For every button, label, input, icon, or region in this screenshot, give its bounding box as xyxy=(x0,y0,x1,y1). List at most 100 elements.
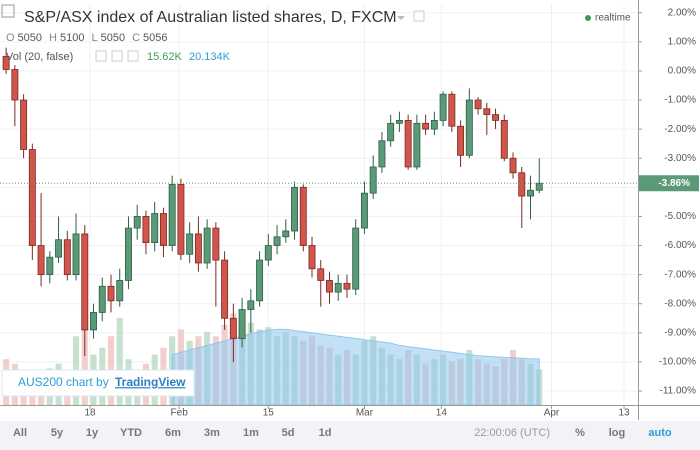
scale-button[interactable]: auto xyxy=(648,427,672,439)
range-button[interactable]: YTD xyxy=(120,427,142,439)
candle-body xyxy=(465,99,473,156)
candle-body xyxy=(221,259,229,319)
collapse-icon[interactable] xyxy=(1,4,15,18)
candle-body xyxy=(439,93,447,121)
chart-title: S&P/ASX index of Australian listed share… xyxy=(24,9,397,26)
y-tick-label: 0.00% xyxy=(668,66,696,77)
candle-body xyxy=(238,309,246,340)
axes: 2.00%1.00%0.00%-1.00%-2.00%-3.00%-4.00%-… xyxy=(84,7,699,419)
candle-body xyxy=(63,239,71,276)
candle-body xyxy=(527,189,534,197)
candle-body xyxy=(387,122,395,142)
candles xyxy=(0,47,638,362)
settings-icon[interactable] xyxy=(413,10,425,22)
icon[interactable] xyxy=(95,50,107,62)
icon[interactable] xyxy=(111,50,123,62)
candle-body xyxy=(264,245,272,261)
realtime: realtime xyxy=(595,13,631,24)
ohlc-item: C xyxy=(132,32,140,44)
candle-body xyxy=(334,282,342,293)
candle-body xyxy=(500,120,508,159)
candle-body xyxy=(168,184,176,246)
candle-body xyxy=(360,192,368,229)
candle-body xyxy=(55,239,63,258)
y-tick-label: -2.00% xyxy=(664,124,696,135)
ohlc-item: 5100 xyxy=(60,32,84,44)
candle-body xyxy=(212,227,220,261)
last-price-box xyxy=(639,175,699,192)
range-button[interactable]: 1m xyxy=(243,427,259,439)
candle-body xyxy=(28,149,36,246)
ohlc-item: 5050 xyxy=(101,32,125,44)
x-tick-label: Mar xyxy=(356,408,374,419)
x-tick-label: Feb xyxy=(171,408,189,419)
candle-body xyxy=(509,157,517,174)
ohlc-legend: O 5050 H 5100 L 5050 C 5056 xyxy=(6,32,168,44)
y-tick-label: 2.00% xyxy=(668,7,696,18)
y-tick-label: -11.00% xyxy=(659,386,696,397)
toolbar-items: All 5y 1y YTD 6m 3m 1m 5d 1d 22:00:06 (UTC)% log au… xyxy=(13,427,672,439)
candle-body xyxy=(151,213,159,244)
volume-ma-last: 20.134K xyxy=(189,51,231,63)
candle-body xyxy=(90,312,97,331)
candle-body xyxy=(177,184,185,255)
candle-body xyxy=(282,230,290,238)
ohlc-item: 5050 xyxy=(18,32,42,44)
candle-body xyxy=(483,108,491,115)
y-tick-label: -3.00% xyxy=(664,153,696,164)
icon[interactable] xyxy=(127,50,139,62)
scale-button[interactable]: % xyxy=(575,427,585,439)
candle-body xyxy=(186,233,194,255)
watermark-link[interactable]: TradingView xyxy=(115,375,186,389)
candle-body xyxy=(37,245,45,276)
candle-body xyxy=(229,317,237,340)
candle-body xyxy=(107,285,115,302)
candle-body xyxy=(2,55,10,70)
x-tick-label: 18 xyxy=(84,408,96,419)
range-button[interactable]: 5y xyxy=(51,427,64,439)
range-button[interactable]: All xyxy=(13,427,27,439)
ohlc-item: O xyxy=(6,32,15,44)
candle-body xyxy=(125,227,132,281)
volume-ma xyxy=(171,328,540,406)
y-tick-label: -5.00% xyxy=(664,211,696,222)
candle-body xyxy=(159,213,167,246)
candle-body xyxy=(317,268,325,281)
candle-body xyxy=(378,140,386,168)
candle-body xyxy=(256,259,264,302)
x-tick-label: 13 xyxy=(618,408,630,419)
clock: 22:00:06 (UTC) xyxy=(474,427,550,439)
range-button[interactable]: 1y xyxy=(86,427,99,439)
y-tick-label: -8.00% xyxy=(664,298,696,309)
y-tick-label: -9.00% xyxy=(664,327,696,338)
range-button[interactable]: 1d xyxy=(319,427,332,439)
candle-body xyxy=(81,233,89,331)
y-tick-label: -7.00% xyxy=(664,269,696,280)
candle-body xyxy=(11,69,19,101)
candle-body xyxy=(492,114,500,121)
candle-body xyxy=(308,245,316,270)
range-button[interactable]: 3m xyxy=(204,427,220,439)
candle-body xyxy=(142,216,150,244)
y-tick-label: -6.00% xyxy=(664,240,696,251)
candle-body xyxy=(247,300,255,310)
scale-button[interactable]: log xyxy=(609,427,626,439)
candle-body xyxy=(369,166,377,194)
candle-body xyxy=(133,216,141,229)
range-button[interactable]: 6m xyxy=(165,427,181,439)
x-tick-label: 14 xyxy=(436,408,448,419)
candle-body xyxy=(203,227,211,264)
candle-body xyxy=(404,120,412,168)
candle-body xyxy=(72,233,80,276)
range-button[interactable]: 5d xyxy=(282,427,295,439)
volume-last: 15.62K xyxy=(147,51,183,63)
candle-body xyxy=(457,125,465,156)
dropdown-icon[interactable] xyxy=(397,16,405,20)
y-tick-label: 1.00% xyxy=(668,36,696,47)
volume-title: Vol (20, false) xyxy=(6,51,73,63)
candle-body xyxy=(291,186,298,232)
candle-body xyxy=(395,120,403,124)
realtime-dot xyxy=(585,15,591,21)
watermark: AUS200 chart by xyxy=(18,375,109,389)
x-tick-label: 15 xyxy=(263,408,275,419)
